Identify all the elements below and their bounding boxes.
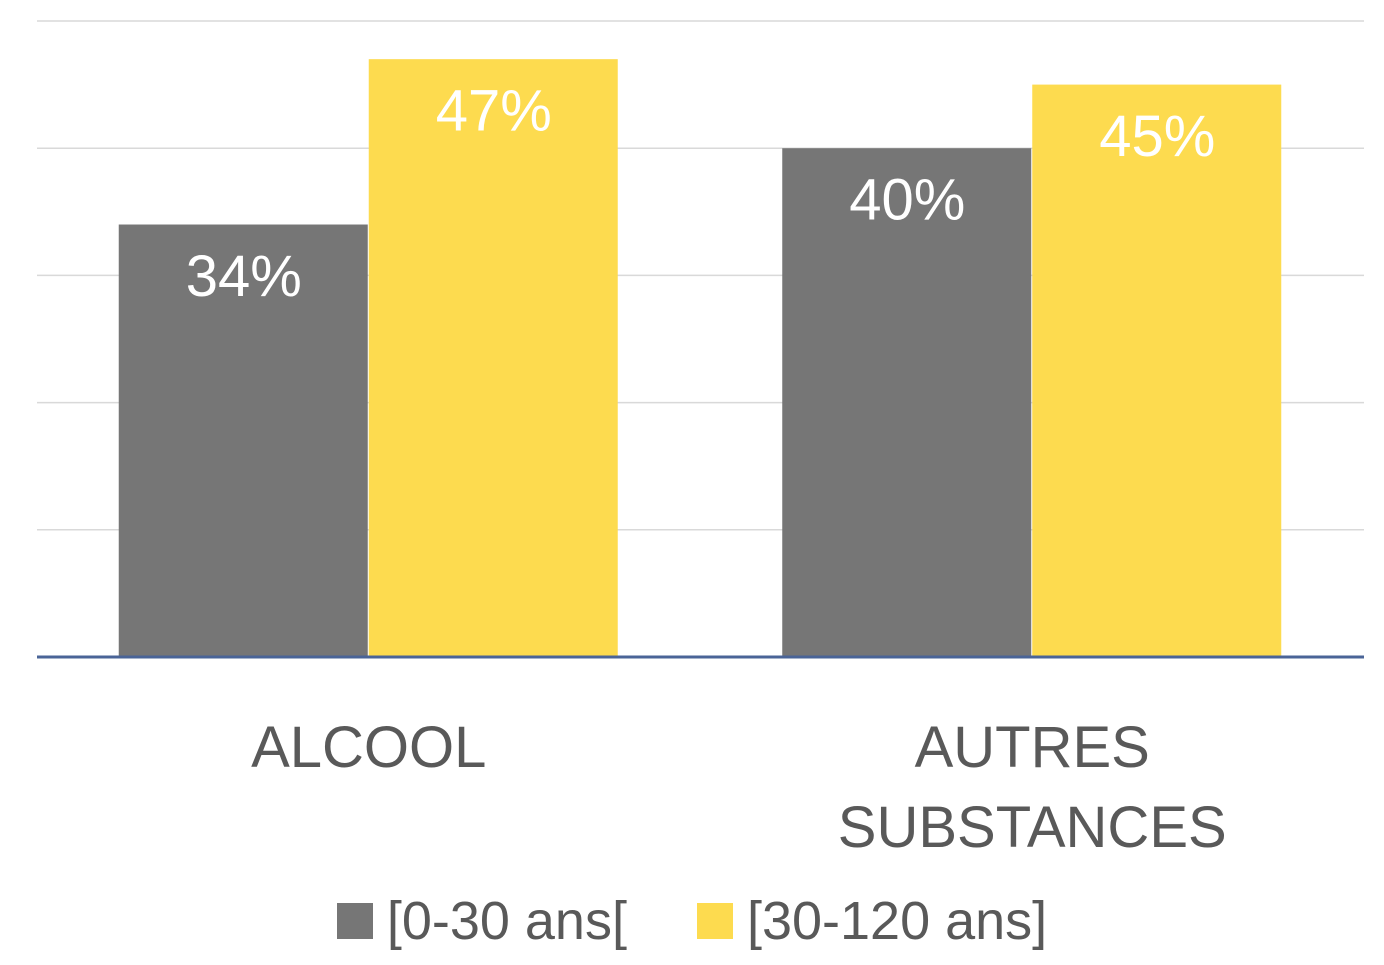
bar [782, 148, 1032, 657]
bar [118, 224, 368, 657]
data-label: 45% [1099, 104, 1215, 169]
data-label: 40% [849, 168, 965, 233]
legend-label: [30-120 ans] [746, 891, 1048, 951]
bar [368, 59, 618, 658]
data-label: 47% [436, 78, 552, 143]
legend-swatch [336, 903, 373, 939]
legend-item: [30-120 ans] [696, 890, 1048, 952]
legend-swatch [696, 903, 733, 939]
legend: [0-30 ans[ [30-120 ans] [0, 890, 1384, 952]
data-label: 34% [186, 244, 302, 309]
legend-label: [0-30 ans[ [386, 891, 627, 951]
plot-area: 34% 47% 40% 45% [37, 20, 1364, 659]
bar [1032, 84, 1282, 658]
x-tick-label: AUTRES SUBSTANCES [837, 715, 1227, 860]
legend-item: [0-30 ans[ [336, 890, 627, 952]
x-tick-label: ALCOOL [251, 715, 487, 780]
